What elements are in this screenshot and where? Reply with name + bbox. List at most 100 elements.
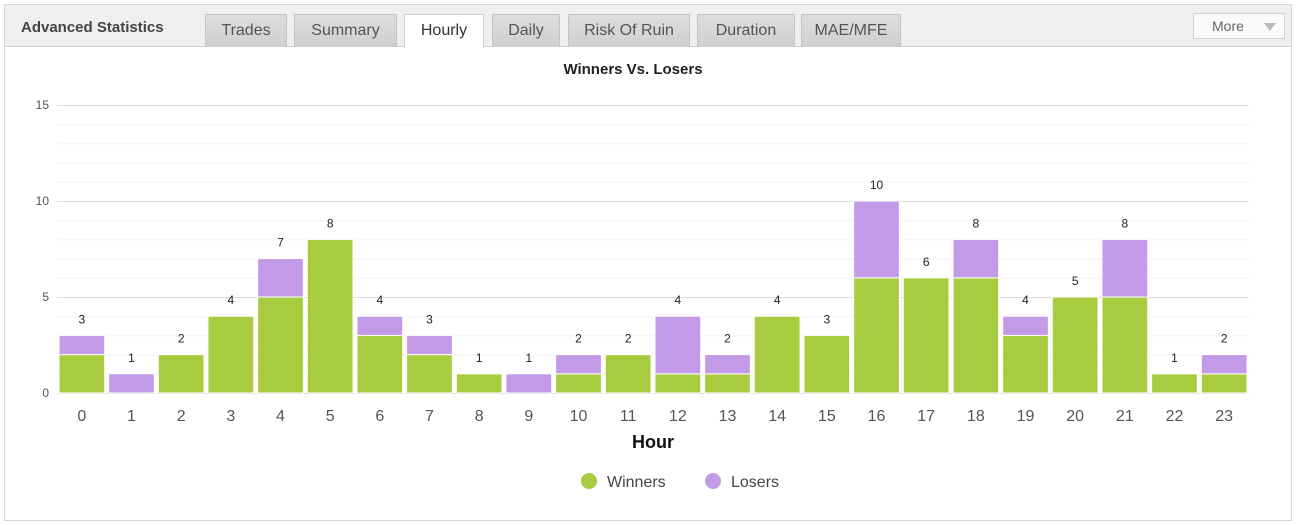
losers-bar bbox=[1200, 354, 1248, 375]
y-axis: 0 5 10 15 bbox=[36, 98, 50, 400]
winners-bar bbox=[753, 315, 801, 394]
x-tick-label: 19 bbox=[1017, 408, 1035, 425]
data-label: 4 bbox=[227, 293, 234, 307]
losers-bar bbox=[1002, 315, 1049, 336]
y-tick-label: 0 bbox=[42, 386, 49, 400]
data-label: 1 bbox=[476, 351, 483, 365]
advanced-statistics-panel: Advanced Statistics Trades Summary Hourl… bbox=[4, 4, 1292, 521]
tab-trades[interactable]: Trades bbox=[205, 14, 287, 47]
tab-bar: Advanced Statistics Trades Summary Hourl… bbox=[5, 5, 1291, 48]
x-tick-label: 9 bbox=[524, 408, 533, 425]
chevron-down-icon bbox=[1264, 23, 1276, 31]
x-axis-title: Hour bbox=[632, 432, 674, 452]
losers-bar bbox=[505, 373, 553, 394]
winners-bar bbox=[853, 277, 900, 394]
x-tick-label: 15 bbox=[818, 408, 836, 425]
winners-bar bbox=[1002, 334, 1049, 394]
losers-legend-label: Losers bbox=[731, 474, 779, 491]
winners-legend-label: Winners bbox=[607, 474, 666, 491]
winners-bar bbox=[902, 277, 950, 394]
winners-bar bbox=[207, 315, 255, 394]
data-label: 5 bbox=[1072, 274, 1079, 288]
losers-legend-marker bbox=[705, 473, 721, 489]
x-tick-label: 14 bbox=[768, 408, 786, 425]
x-tick-label: 20 bbox=[1066, 408, 1084, 425]
data-label: 10 bbox=[870, 178, 884, 192]
winners-bar bbox=[257, 296, 304, 394]
tab-mae-mfe[interactable]: MAE/MFE bbox=[801, 14, 901, 47]
data-label: 1 bbox=[128, 351, 135, 365]
chart-title: Winners Vs. Losers bbox=[563, 61, 702, 78]
x-tick-label: 6 bbox=[375, 408, 384, 425]
more-button[interactable]: More bbox=[1193, 13, 1285, 39]
winners-bar bbox=[157, 354, 205, 394]
tab-hourly[interactable]: Hourly bbox=[404, 14, 484, 48]
data-label: 2 bbox=[625, 332, 632, 346]
losers-bar bbox=[58, 334, 106, 356]
x-tick-label: 10 bbox=[570, 408, 588, 425]
losers-bar bbox=[704, 354, 751, 375]
winners-bar bbox=[654, 373, 702, 394]
data-label: 3 bbox=[823, 312, 830, 326]
x-tick-label: 18 bbox=[967, 408, 985, 425]
x-tick-label: 13 bbox=[719, 408, 737, 425]
tab-duration[interactable]: Duration bbox=[697, 14, 795, 47]
losers-bar bbox=[952, 238, 1000, 279]
losers-bar bbox=[356, 315, 404, 336]
x-tick-label: 11 bbox=[620, 408, 637, 425]
grid bbox=[57, 105, 1249, 394]
data-label: 1 bbox=[1171, 351, 1178, 365]
winners-bar bbox=[356, 334, 404, 394]
winners-legend-marker bbox=[581, 473, 597, 489]
more-label: More bbox=[1212, 18, 1244, 34]
data-label: 4 bbox=[774, 293, 781, 307]
data-label: 1 bbox=[525, 351, 532, 365]
losers-bar bbox=[108, 373, 155, 394]
x-tick-label: 12 bbox=[669, 408, 687, 425]
losers-bar bbox=[1101, 238, 1149, 298]
tab-risk-of-ruin[interactable]: Risk Of Ruin bbox=[568, 14, 690, 47]
losers-bar bbox=[555, 354, 602, 375]
x-tick-label: 2 bbox=[177, 408, 186, 425]
x-tick-label: 4 bbox=[276, 408, 285, 425]
x-tick-label: 16 bbox=[868, 408, 886, 425]
winners-bar bbox=[952, 277, 1000, 394]
x-tick-label: 23 bbox=[1215, 408, 1233, 425]
x-tick-label: 17 bbox=[917, 408, 935, 425]
data-label: 3 bbox=[78, 312, 85, 326]
data-label: 2 bbox=[575, 332, 582, 346]
data-label: 2 bbox=[178, 332, 185, 346]
winners-bar bbox=[704, 373, 751, 394]
data-label: 7 bbox=[277, 236, 284, 250]
x-axis: 0 1 2 3 4 5 6 7 8 9 10 11 12 13 14 15 16 17 18 19 20 21 22 23 bbox=[77, 408, 1233, 425]
x-tick-label: 0 bbox=[77, 408, 86, 425]
winners-bar bbox=[406, 354, 453, 394]
panel-title: Advanced Statistics bbox=[21, 19, 164, 36]
winners-bar bbox=[604, 354, 652, 394]
data-label: 2 bbox=[724, 332, 731, 346]
data-label: 8 bbox=[327, 216, 334, 230]
x-tick-label: 8 bbox=[475, 408, 484, 425]
x-tick-label: 1 bbox=[127, 408, 136, 425]
data-label: 3 bbox=[426, 312, 433, 326]
data-label: 4 bbox=[1022, 293, 1029, 307]
x-tick-label: 5 bbox=[326, 408, 335, 425]
winners-bar bbox=[1200, 373, 1248, 394]
losers-bar bbox=[853, 200, 900, 279]
losers-bar bbox=[406, 334, 453, 356]
x-tick-label: 7 bbox=[425, 408, 434, 425]
winners-bar bbox=[1151, 373, 1198, 394]
legend: Winners Losers bbox=[581, 473, 779, 491]
tab-summary[interactable]: Summary bbox=[294, 14, 397, 47]
y-tick-label: 5 bbox=[42, 290, 49, 304]
tab-daily[interactable]: Daily bbox=[492, 14, 560, 47]
winners-bar bbox=[455, 373, 503, 394]
y-tick-label: 15 bbox=[36, 98, 50, 112]
y-tick-label: 10 bbox=[36, 194, 50, 208]
winners-bar bbox=[803, 334, 851, 394]
winners-bar bbox=[1051, 296, 1099, 394]
winners-bar bbox=[58, 354, 106, 394]
data-label: 8 bbox=[972, 216, 979, 230]
data-label: 6 bbox=[923, 255, 930, 269]
